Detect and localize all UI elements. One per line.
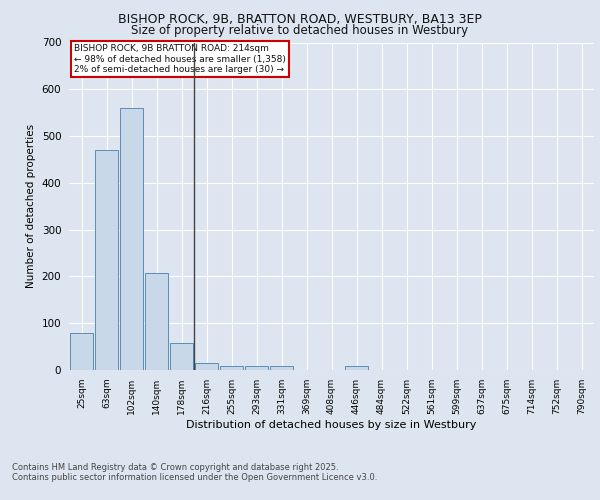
Text: Contains public sector information licensed under the Open Government Licence v3: Contains public sector information licen… <box>12 472 377 482</box>
Text: Size of property relative to detached houses in Westbury: Size of property relative to detached ho… <box>131 24 469 37</box>
Bar <box>195 364 218 370</box>
Bar <box>70 332 93 370</box>
Text: BISHOP ROCK, 9B BRATTON ROAD: 214sqm
← 98% of detached houses are smaller (1,358: BISHOP ROCK, 9B BRATTON ROAD: 214sqm ← 9… <box>74 44 286 74</box>
Bar <box>95 150 118 370</box>
Text: Contains HM Land Registry data © Crown copyright and database right 2025.: Contains HM Land Registry data © Crown c… <box>12 462 338 471</box>
X-axis label: Distribution of detached houses by size in Westbury: Distribution of detached houses by size … <box>187 420 476 430</box>
Bar <box>170 344 193 370</box>
Bar <box>120 108 143 370</box>
Bar <box>245 366 268 370</box>
Bar <box>345 366 368 370</box>
Bar <box>270 366 293 370</box>
Y-axis label: Number of detached properties: Number of detached properties <box>26 124 36 288</box>
Bar <box>145 273 168 370</box>
Bar <box>220 366 243 370</box>
Text: BISHOP ROCK, 9B, BRATTON ROAD, WESTBURY, BA13 3EP: BISHOP ROCK, 9B, BRATTON ROAD, WESTBURY,… <box>118 12 482 26</box>
